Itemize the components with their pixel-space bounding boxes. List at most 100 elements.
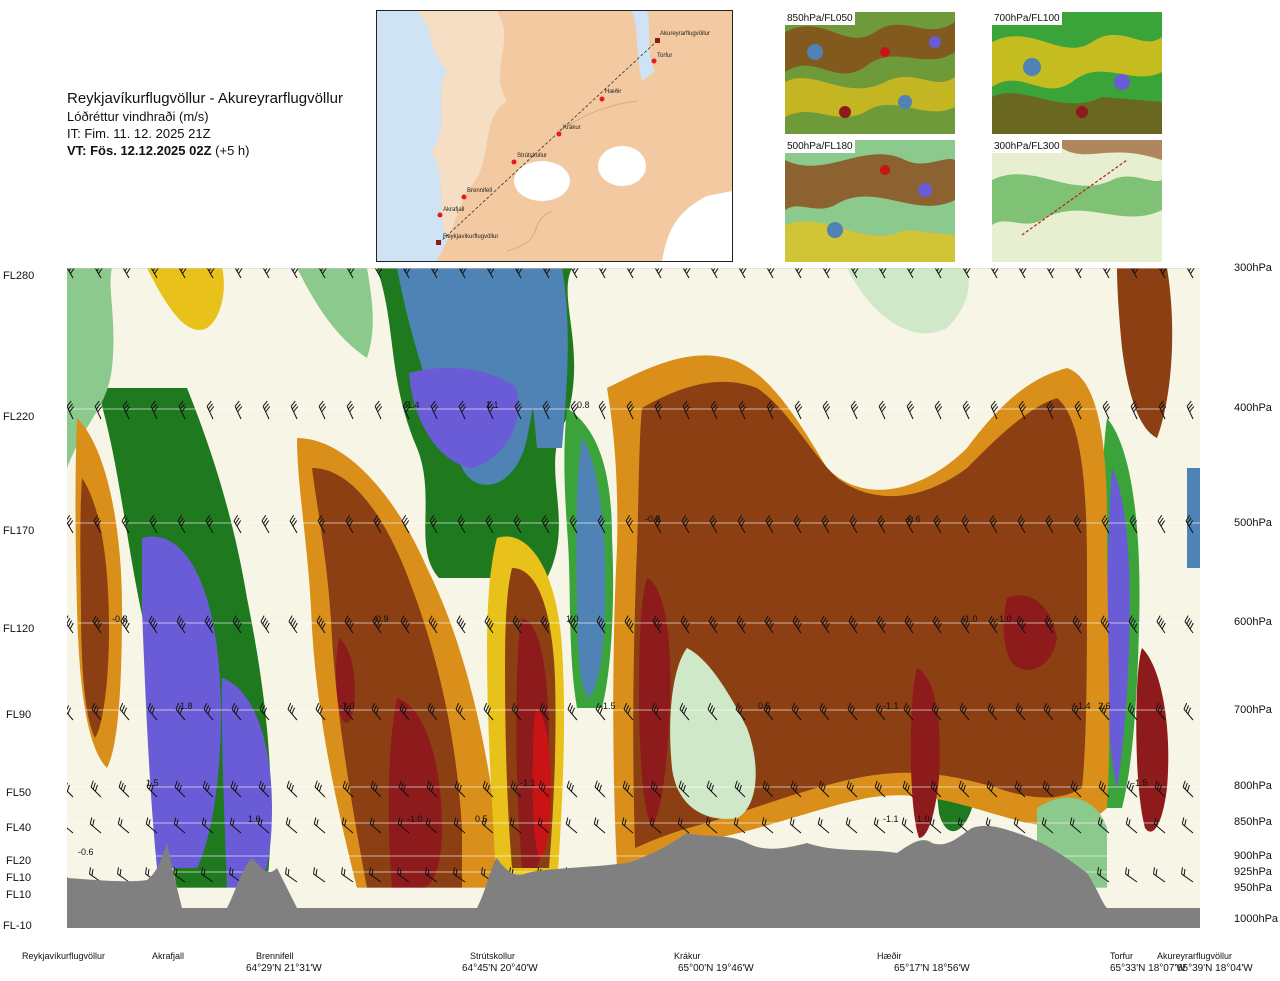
wind-barb [202, 780, 214, 798]
wind-barb [514, 400, 523, 420]
wind-barb [119, 702, 130, 721]
map-label: Akureyrarflugvöllur [660, 31, 710, 37]
wind-barb [622, 780, 634, 798]
wind-barb [1183, 702, 1194, 721]
wind-barb [623, 702, 634, 721]
contour-value-label: -0.8 [112, 614, 128, 624]
wind-barb [369, 817, 382, 834]
waypoint-name: Reykjavíkurflugvöllur [22, 951, 106, 961]
valid-time: VT: Fös. 12.12.2025 02Z [67, 143, 212, 158]
wind-barb [232, 615, 242, 634]
wind-barb [204, 615, 214, 634]
wind-barb [570, 400, 579, 420]
contour-value-label: -1.1 [883, 814, 899, 824]
map-label: Akrafjall [443, 207, 464, 213]
wind-barb [257, 817, 270, 834]
wind-barb [874, 780, 886, 798]
wind-barb [458, 400, 467, 420]
wind-barb [878, 400, 887, 420]
map-label: Hæðir [605, 88, 621, 95]
wind-barb [318, 400, 327, 420]
wind-barb [818, 780, 830, 798]
wind-barb [346, 400, 355, 420]
wind-barb [1129, 515, 1138, 534]
wind-barb [174, 780, 186, 798]
wind-barb [173, 817, 186, 834]
wind-barb [429, 515, 438, 534]
wind-barb [649, 817, 662, 834]
wind-barb [401, 515, 410, 534]
wind-barb [848, 615, 858, 634]
wind-barb [341, 867, 354, 883]
contour-value-label: 0.8 [577, 400, 590, 410]
mini-map-300: 300hPa/FL300 [992, 140, 1162, 262]
wind-barb [313, 817, 326, 834]
wind-barb [845, 817, 858, 834]
hpa-label: 700hPa [1234, 704, 1272, 716]
wind-barb [1045, 515, 1054, 534]
wind-barb [234, 400, 243, 420]
wind-barb [289, 515, 298, 534]
contour-value-label: -1.0 [339, 701, 355, 711]
wind-barb [67, 823, 74, 834]
wind-barb [90, 780, 102, 798]
wind-barb [1018, 400, 1027, 420]
wind-barb [482, 780, 494, 798]
fl-label: FL90 [6, 709, 32, 721]
waypoint-name: Akureyrarflugvöllur [1157, 951, 1233, 961]
wind-barb [372, 615, 382, 634]
wind-barb [710, 400, 719, 420]
wind-barb [1130, 400, 1139, 420]
mini-map-svg [992, 12, 1162, 134]
mini-map-svg [785, 12, 955, 134]
wind-barb [1182, 780, 1194, 798]
wind-barb [483, 702, 494, 721]
wind-barb [316, 615, 326, 634]
wind-barb [120, 615, 130, 634]
wind-barb [486, 400, 495, 420]
wind-barb [285, 817, 298, 834]
wind-barb [1015, 702, 1026, 721]
wind-barb [1184, 615, 1194, 634]
wind-barb [901, 817, 914, 834]
wind-barb [876, 615, 886, 634]
wind-barb [1158, 400, 1167, 420]
wind-barb [397, 817, 410, 834]
wind-barb [122, 400, 131, 420]
wind-barb [764, 615, 774, 634]
wind-barb [397, 867, 410, 883]
contour-value-label: 1.4 [407, 400, 420, 410]
wind-barb [148, 615, 158, 634]
mini-map-label: 700hPa/FL100 [992, 12, 1062, 25]
wind-barb [343, 702, 354, 721]
wind-barb [67, 400, 75, 420]
wind-barb [595, 702, 606, 721]
wind-barb [567, 702, 578, 721]
wind-barb [457, 515, 466, 534]
waypoint-coord: 64°45'N 20°40'W [462, 963, 538, 974]
wind-barb [1125, 867, 1138, 883]
wind-barb [313, 867, 326, 883]
lead-time: (+5 h) [215, 143, 250, 158]
wind-barb [820, 615, 830, 634]
wind-barb [456, 615, 466, 634]
wind-barb [178, 400, 187, 420]
hpa-label: 400hPa [1234, 402, 1272, 414]
wind-barb [1013, 817, 1026, 834]
wind-barb [958, 780, 970, 798]
waypoint-name: Krákur [674, 951, 701, 961]
wind-barb [371, 702, 382, 721]
wind-barb [621, 817, 634, 834]
contour-value-label: 2.6 [1098, 701, 1111, 711]
wind-barb [537, 817, 550, 834]
fl-label: FL-10 [3, 920, 32, 932]
hpa-label: 800hPa [1234, 780, 1272, 792]
wind-barb [453, 817, 466, 834]
wind-barb [540, 615, 550, 634]
wind-barb [345, 515, 354, 534]
wind-barb [1127, 702, 1138, 721]
hpa-label: 950hPa [1234, 882, 1272, 894]
wind-barb [425, 867, 438, 883]
fl-label: FL120 [3, 623, 35, 635]
map-label: Brennifell [467, 188, 492, 194]
